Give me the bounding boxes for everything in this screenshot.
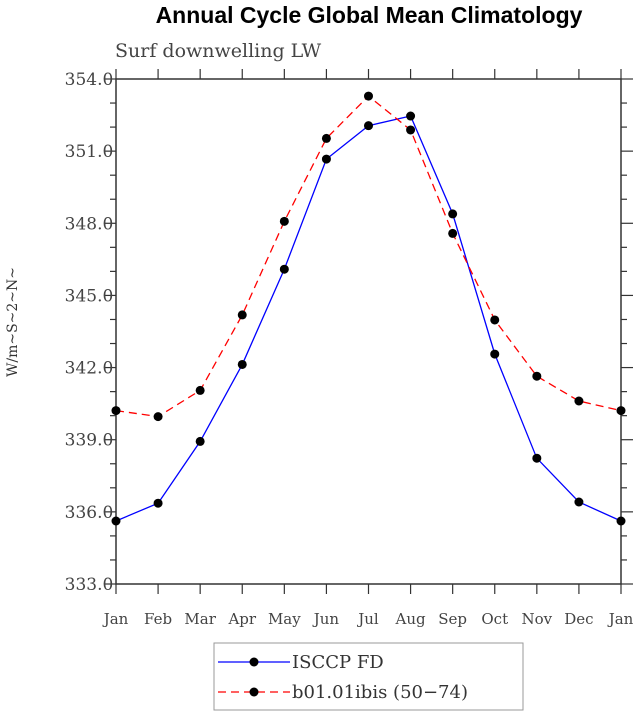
y-tick-label: 339.0 [65,431,114,451]
x-tick-label: Nov [522,610,553,628]
legend-label-isccp: ISCCP FD [292,652,384,673]
data-point-series-0 [195,436,205,446]
x-tick-label: Apr [227,610,256,628]
data-point-series-0 [279,264,289,274]
data-point-series-1 [153,412,163,422]
x-tick-label: Mar [184,610,216,628]
plot-frame [115,78,622,585]
x-tick-label: Feb [144,610,172,628]
x-tick-label: Oct [481,610,508,628]
x-tick-labels: Jan Feb Mar Apr May Jun Jul Aug Sep Oct Nov Dec Jan [102,610,634,628]
series-group [111,91,626,526]
data-point-series-1 [279,216,289,226]
data-point-series-1 [406,125,416,135]
legend-marker-model [249,687,259,697]
x-tick-label: Jan [102,610,129,628]
x-tick-label: Sep [438,610,467,628]
y-axis-label: W/m~S~2~N~ [5,267,21,377]
y-tick-label: 333.0 [65,575,114,595]
data-point-series-0 [153,498,163,508]
data-point-series-1 [490,315,500,325]
data-point-series-0 [364,121,373,131]
legend: ISCCP FD b01.01ibis (50−74) [213,642,524,711]
data-point-series-1 [195,385,205,395]
x-tick-label: Dec [564,610,593,628]
data-point-series-1 [111,406,121,416]
plot-axes [104,69,633,594]
x-tick-label: Jan [607,610,634,628]
legend-label-model: b01.01ibis (50−74) [292,682,468,703]
x-tick-label: Jun [312,610,340,628]
data-point-series-1 [237,310,247,320]
data-point-series-0 [406,111,416,121]
data-point-series-0 [574,497,584,507]
y-tick-label: 348.0 [65,214,114,234]
series-line-0 [115,115,622,522]
legend-box [213,642,524,711]
data-point-series-0 [532,453,542,463]
y-tick-label: 336.0 [65,503,114,523]
legend-item-isccp: ISCCP FD [218,652,384,673]
x-tick-label: May [268,610,301,628]
data-point-series-1 [321,133,331,143]
data-point-series-1 [364,91,373,101]
data-point-series-0 [448,209,458,219]
x-tick-label: Aug [395,610,426,628]
chart-title: Annual Cycle Global Mean Climatology [156,2,583,28]
data-point-series-1 [448,228,458,238]
data-point-series-1 [616,406,626,416]
y-tick-label: 342.0 [65,359,114,379]
data-point-series-0 [490,349,500,359]
chart-subtitle: Surf downwelling LW [115,40,322,62]
y-tick-label: 345.0 [65,286,114,306]
legend-marker-isccp [249,657,259,667]
data-point-series-0 [237,359,247,369]
series-line-1 [115,95,622,418]
y-tick-label: 351.0 [65,142,114,162]
data-point-series-0 [111,516,121,526]
y-tick-labels: 333.0 336.0 339.0 342.0 345.0 348.0 351.0 354.0 [65,70,114,595]
y-tick-label: 354.0 [65,70,114,90]
x-tick-label: Jul [356,610,379,628]
legend-item-model: b01.01ibis (50−74) [218,682,468,703]
data-point-series-0 [616,516,626,526]
data-point-series-1 [532,371,542,381]
data-point-series-1 [574,396,584,406]
data-point-series-0 [321,154,331,164]
